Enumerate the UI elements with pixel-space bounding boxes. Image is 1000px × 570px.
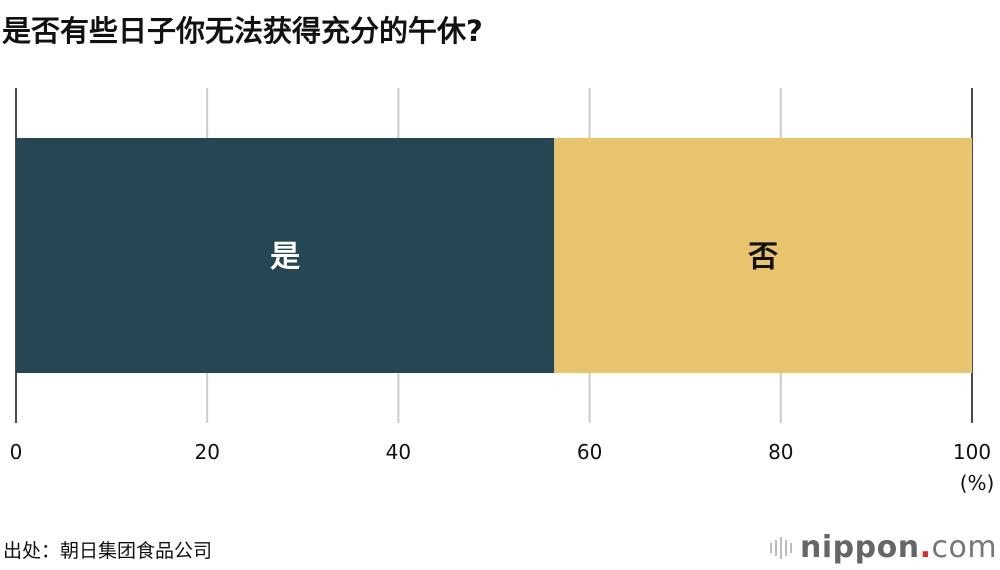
bar-segment-yes [16, 138, 555, 373]
x-tick-label: 20 [194, 440, 219, 464]
bar-label: 否 [748, 240, 778, 275]
logo-dot: . [919, 530, 932, 565]
chart-svg: 0 20 40 60 80 100 (%) 是 否 [10, 88, 995, 495]
nippon-logo: nippon.com [770, 530, 997, 565]
bar-label: 是 [270, 240, 300, 275]
x-tick-label: 80 [768, 440, 793, 464]
logo-suffix: com [931, 530, 998, 565]
x-tick-label: 0 [10, 440, 23, 464]
x-tick-label: 60 [577, 440, 602, 464]
x-unit-label: (%) [960, 471, 995, 495]
x-tick-label: 40 [386, 440, 411, 464]
logo-text: nippon [800, 530, 920, 565]
source-note: 出处：朝日集团食品公司 [3, 540, 213, 562]
x-tick-label: 100 [953, 440, 991, 464]
logo-bars-icon [770, 536, 792, 559]
bar-segment-no [554, 138, 972, 373]
chart-title: 是否有些日子你无法获得充分的午休? [2, 14, 483, 48]
